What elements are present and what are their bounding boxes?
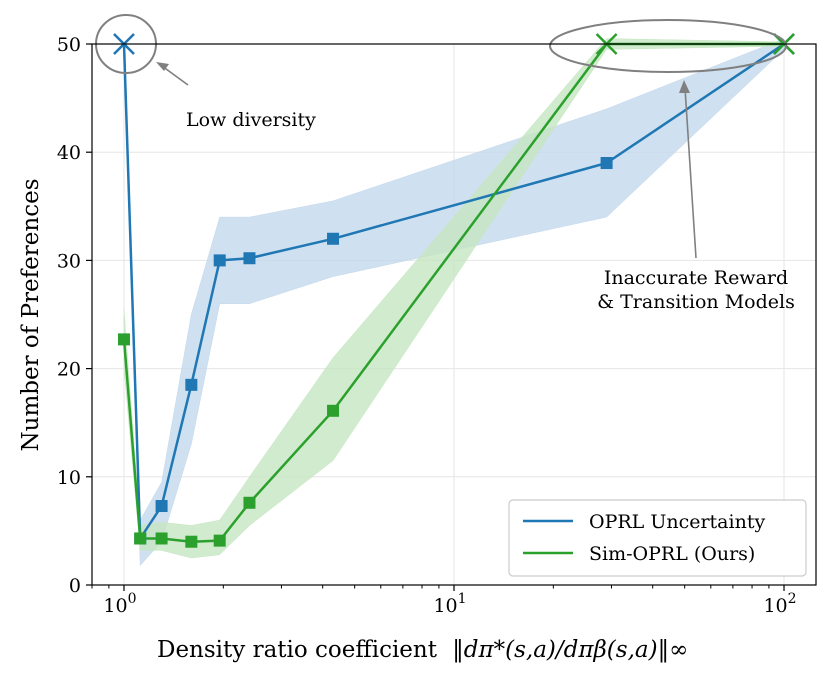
low-diversity-arrow-head — [156, 62, 169, 71]
inaccurate-models-label-line2: & Transition Models — [597, 291, 795, 313]
square-marker-series-1 — [327, 404, 340, 417]
inaccurate-models-ellipse — [549, 19, 787, 73]
square-marker-series-1 — [134, 532, 147, 545]
y-tick-label: 30 — [57, 250, 81, 272]
square-marker-series-0 — [600, 157, 613, 170]
square-marker-series-0 — [243, 252, 256, 265]
axis-ticks: 0 10 20 30 40 50 100 101 102 — [57, 34, 797, 617]
annotations: Low diversity Inaccurate Reward & Transi… — [95, 14, 795, 313]
y-tick-label: 10 — [57, 467, 81, 489]
square-marker-series-0 — [327, 232, 340, 245]
square-marker-series-1 — [213, 534, 226, 547]
legend-label-sim-oprl: Sim-OPRL (Ours) — [589, 543, 755, 565]
square-marker-series-1 — [185, 535, 198, 548]
x-tick-label: 100 — [103, 591, 136, 617]
x-tick-label: 102 — [763, 591, 796, 617]
x-axis-label-text: Density ratio coefficient — [157, 637, 438, 663]
square-marker-series-1 — [155, 532, 168, 545]
legend-label-oprl: OPRL Uncertainty — [589, 511, 765, 533]
y-tick-label: 50 — [57, 34, 81, 56]
square-marker-series-1 — [117, 333, 130, 346]
square-marker-series-0 — [213, 254, 226, 267]
legend-box — [508, 499, 807, 577]
square-marker-series-1 — [243, 496, 256, 509]
y-tick-label: 0 — [69, 575, 81, 597]
square-marker-series-0 — [185, 378, 198, 391]
low-diversity-label: Low diversity — [186, 109, 316, 131]
x-axis-label: Density ratio coefficient ‖dπ*(s,a)/dπβ(… — [157, 637, 688, 663]
inaccurate-models-label-line1: Inaccurate Reward — [604, 267, 788, 289]
inaccurate-models-arrow-head — [679, 80, 690, 93]
y-tick-label: 40 — [57, 142, 81, 164]
inaccurate-models-arrow-line — [684, 87, 697, 259]
square-marker-series-0 — [155, 500, 168, 513]
low-diversity-arrow-line — [161, 65, 189, 86]
y-axis-label: Number of Preferences — [18, 179, 44, 452]
band-series-1 — [123, 38, 785, 559]
legend: OPRL Uncertainty Sim-OPRL (Ours) — [508, 499, 807, 577]
x-tick-label: 101 — [433, 591, 466, 617]
y-tick-label: 20 — [57, 359, 81, 381]
x-axis-label-math: ‖dπ*(s,a)/dπβ(s,a)‖∞ — [452, 637, 688, 663]
